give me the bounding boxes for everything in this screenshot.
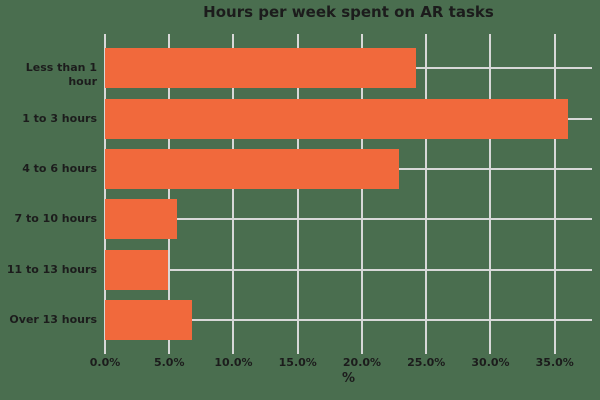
x-tick-label: 20.0% <box>342 356 382 369</box>
y-tick-label: Less than 1 hour <box>25 61 97 89</box>
x-tick-top <box>489 34 492 43</box>
v-gridline <box>296 43 299 345</box>
x-tick-label: 10.0% <box>214 356 253 369</box>
bar-less-than-1-hour <box>105 48 416 89</box>
y-tick-label: 11 to 13 hours <box>6 262 97 276</box>
x-tick-bottom <box>168 345 171 354</box>
x-tick-label: 30.0% <box>471 356 510 369</box>
x-tick-bottom <box>104 345 106 354</box>
x-tick-top <box>360 34 363 43</box>
y-tick-label: Over 13 hours <box>9 312 97 326</box>
x-tick-top <box>425 34 428 43</box>
x-tick-label: 5.0% <box>153 356 185 369</box>
x-tick-bottom <box>296 345 299 354</box>
h-gridline <box>105 318 592 321</box>
bar-4-to-6-hours <box>105 148 400 189</box>
h-gridline <box>105 268 592 271</box>
y-tick-label: 1 to 3 hours <box>22 111 97 125</box>
x-tick-top <box>296 34 299 43</box>
v-gridline <box>168 43 171 345</box>
v-gridline <box>553 43 556 345</box>
v-gridline <box>104 43 106 345</box>
x-tick-bottom <box>553 345 556 354</box>
bar-7-to-10-hours <box>105 199 177 240</box>
y-tick-label: 7 to 10 hours <box>14 212 97 226</box>
v-gridline <box>489 43 492 345</box>
y-tick-label: 4 to 6 hours <box>22 161 97 175</box>
x-tick-bottom <box>489 345 492 354</box>
x-tick-top <box>553 34 556 43</box>
x-tick-label: 15.0% <box>278 356 317 369</box>
x-tick-bottom <box>360 345 363 354</box>
x-axis-label: % <box>341 371 356 386</box>
bar-11-to-13-hours <box>105 249 168 290</box>
v-gridline <box>232 43 235 345</box>
x-tick-top <box>232 34 235 43</box>
x-tick-bottom <box>425 345 428 354</box>
bar-1-to-3-hours <box>105 98 568 139</box>
x-tick-bottom <box>232 345 235 354</box>
x-tick-top <box>168 34 171 43</box>
v-gridline <box>425 43 428 345</box>
v-gridline <box>360 43 363 345</box>
h-gridline <box>105 218 592 221</box>
x-tick-label: 25.0% <box>407 356 446 369</box>
x-tick-top <box>104 34 106 43</box>
x-tick-label: 35.0% <box>535 356 574 369</box>
x-tick-label: 0.0% <box>89 356 121 369</box>
chart-title: Hours per week spent on AR tasks <box>203 3 494 21</box>
bar-over-13-hours <box>105 299 193 340</box>
